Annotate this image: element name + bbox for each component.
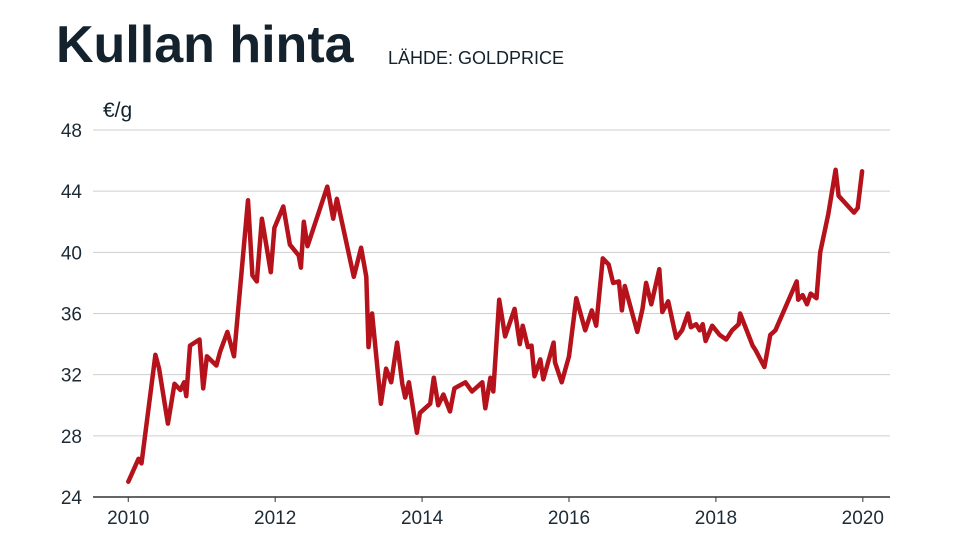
y-tick-label: 44 xyxy=(61,182,83,203)
y-tick-label: 24 xyxy=(61,488,83,509)
x-tick-label: 2010 xyxy=(107,508,149,529)
x-tick-label: 2016 xyxy=(548,508,590,529)
y-tick-label: 28 xyxy=(61,427,82,448)
y-tick-label: 48 xyxy=(61,121,82,142)
y-tick-label: 36 xyxy=(61,305,82,326)
chart-title: Kullan hinta xyxy=(56,16,355,74)
price-line xyxy=(126,167,865,484)
x-tick-label: 2018 xyxy=(695,508,737,529)
chart-subtitle: LÄHDE: GOLDPRICE xyxy=(388,48,564,68)
y-tick-label: 40 xyxy=(61,243,82,264)
x-tick-label: 2012 xyxy=(254,508,296,529)
y-tick-label: 32 xyxy=(61,366,82,387)
x-tick-label: 2014 xyxy=(401,508,444,529)
x-tick-label: 2020 xyxy=(842,508,884,529)
y-axis-label: €/g xyxy=(103,99,132,122)
